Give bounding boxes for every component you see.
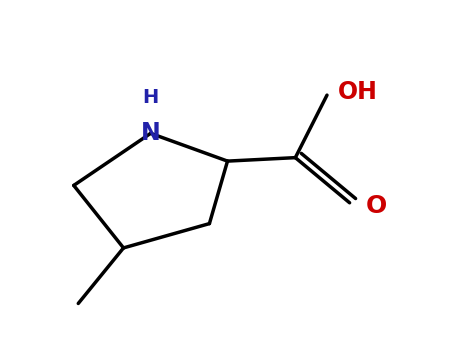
Text: H: H — [142, 88, 159, 107]
Text: N: N — [141, 121, 161, 145]
Text: O: O — [365, 194, 387, 218]
Text: OH: OH — [339, 80, 378, 104]
